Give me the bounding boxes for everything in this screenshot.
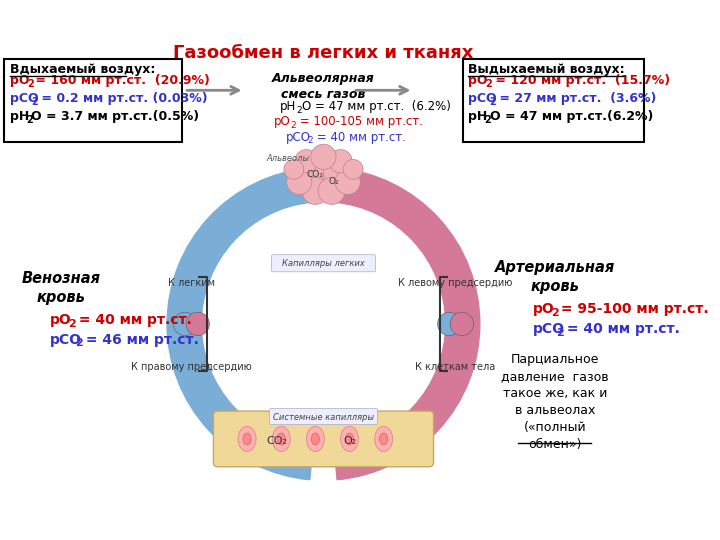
Text: = 46 мм рт.ст.: = 46 мм рт.ст. [81, 333, 199, 347]
Text: O = 47 мм рт.ст.  (6.2%): O = 47 мм рт.ст. (6.2%) [302, 100, 451, 113]
Circle shape [438, 312, 461, 335]
Circle shape [329, 150, 352, 173]
Ellipse shape [311, 433, 320, 445]
Text: pO: pO [274, 116, 291, 129]
Text: pH: pH [280, 100, 297, 113]
Bar [4, 59, 182, 141]
Text: Вдыхаемый воздух:: Вдыхаемый воздух: [10, 63, 156, 76]
Circle shape [318, 178, 345, 205]
Circle shape [302, 178, 329, 205]
Ellipse shape [341, 427, 359, 451]
Circle shape [323, 157, 354, 187]
Text: = 0.2 мм рт.ст. (0.03%): = 0.2 мм рт.ст. (0.03%) [37, 92, 207, 105]
Ellipse shape [346, 433, 354, 445]
Text: pO: pO [533, 302, 554, 316]
Text: 2: 2 [485, 79, 492, 89]
Text: = 120 мм рт.ст.  (15.7%): = 120 мм рт.ст. (15.7%) [490, 74, 670, 87]
Text: O = 47 мм рт.ст.(6.2%): O = 47 мм рт.ст.(6.2%) [490, 110, 653, 123]
Circle shape [294, 150, 318, 173]
Text: pCO: pCO [10, 92, 38, 105]
Text: Выдыхаемый воздух:: Выдыхаемый воздух: [468, 63, 625, 76]
FancyBboxPatch shape [269, 408, 377, 424]
Text: 2: 2 [556, 328, 564, 338]
Bar [463, 59, 644, 141]
Text: 2: 2 [297, 106, 302, 115]
Text: pO: pO [50, 313, 72, 327]
Text: Парциальное
давление  газов
такое же, как и
в альвеолах
(«полный
обмен»): Парциальное давление газов такое же, как… [502, 353, 609, 451]
Text: 2: 2 [290, 121, 296, 130]
Text: pO: pO [468, 74, 487, 87]
Text: pH: pH [10, 110, 29, 123]
Circle shape [287, 170, 312, 194]
Wedge shape [334, 168, 480, 480]
Ellipse shape [243, 433, 251, 445]
Text: O₂: O₂ [329, 178, 340, 186]
Text: = 27 мм рт.ст.  (3.6%): = 27 мм рт.ст. (3.6%) [495, 92, 657, 105]
Text: = 100-105 мм рт.ст.: = 100-105 мм рт.ст. [296, 116, 423, 129]
Text: pO: pO [10, 74, 30, 87]
Text: 2: 2 [551, 308, 559, 318]
Text: = 40 мм рт.ст.: = 40 мм рт.ст. [73, 313, 192, 327]
Text: 2: 2 [485, 114, 491, 125]
Text: 2: 2 [26, 114, 33, 125]
Text: = 40 мм рт.ст.: = 40 мм рт.ст. [562, 322, 680, 336]
Text: Газообмен в легких и тканях: Газообмен в легких и тканях [174, 44, 474, 62]
Ellipse shape [307, 427, 325, 451]
Ellipse shape [379, 433, 387, 445]
Text: O₂: O₂ [344, 436, 357, 446]
Ellipse shape [277, 433, 285, 445]
FancyBboxPatch shape [213, 411, 433, 467]
Text: К левому предсердию: К левому предсердию [398, 278, 513, 288]
Text: К правому предсердию: К правому предсердию [131, 362, 252, 372]
Circle shape [186, 312, 210, 335]
Text: К клеткам тела: К клеткам тела [415, 362, 495, 372]
Text: Альвеолы: Альвеолы [266, 154, 309, 163]
Circle shape [174, 312, 197, 335]
Text: Системные капилляры: Системные капилляры [273, 413, 374, 422]
Text: CO₂: CO₂ [306, 170, 323, 179]
Circle shape [335, 170, 360, 194]
Text: pCO: pCO [533, 322, 564, 336]
Circle shape [305, 160, 341, 197]
Text: = 160 мм рт.ст.  (20.9%): = 160 мм рт.ст. (20.9%) [32, 74, 210, 87]
Text: Капилляры легких: Капилляры легких [282, 259, 365, 268]
Circle shape [293, 157, 323, 187]
Text: O = 3.7 мм рт.ст.(0.5%): O = 3.7 мм рт.ст.(0.5%) [32, 110, 199, 123]
Text: CO₂: CO₂ [266, 436, 287, 446]
Text: 2: 2 [76, 339, 84, 348]
Text: 2: 2 [68, 319, 76, 329]
Circle shape [450, 312, 474, 335]
Circle shape [343, 159, 363, 179]
Circle shape [311, 144, 336, 170]
Text: pCO: pCO [50, 333, 82, 347]
Text: 2: 2 [307, 136, 313, 145]
Text: pCO: pCO [468, 92, 497, 105]
Text: Артериальная
кровь: Артериальная кровь [495, 260, 616, 294]
Circle shape [284, 159, 304, 179]
Ellipse shape [238, 427, 256, 451]
Text: = 40 мм рт.ст.: = 40 мм рт.ст. [312, 131, 405, 144]
Text: pCO: pCO [286, 131, 311, 144]
Text: = 95-100 мм рт.ст.: = 95-100 мм рт.ст. [556, 302, 708, 316]
Text: Альвеолярная
смесь газов: Альвеолярная смесь газов [272, 72, 375, 102]
Text: Венозная
кровь: Венозная кровь [22, 271, 101, 305]
Ellipse shape [374, 427, 392, 451]
FancyBboxPatch shape [271, 255, 376, 272]
Text: К легким: К легким [168, 278, 215, 288]
Wedge shape [167, 168, 312, 480]
Text: 2: 2 [32, 97, 38, 107]
Text: 2: 2 [27, 79, 34, 89]
Ellipse shape [272, 427, 290, 451]
Text: pH: pH [468, 110, 487, 123]
Text: 2: 2 [490, 97, 497, 107]
